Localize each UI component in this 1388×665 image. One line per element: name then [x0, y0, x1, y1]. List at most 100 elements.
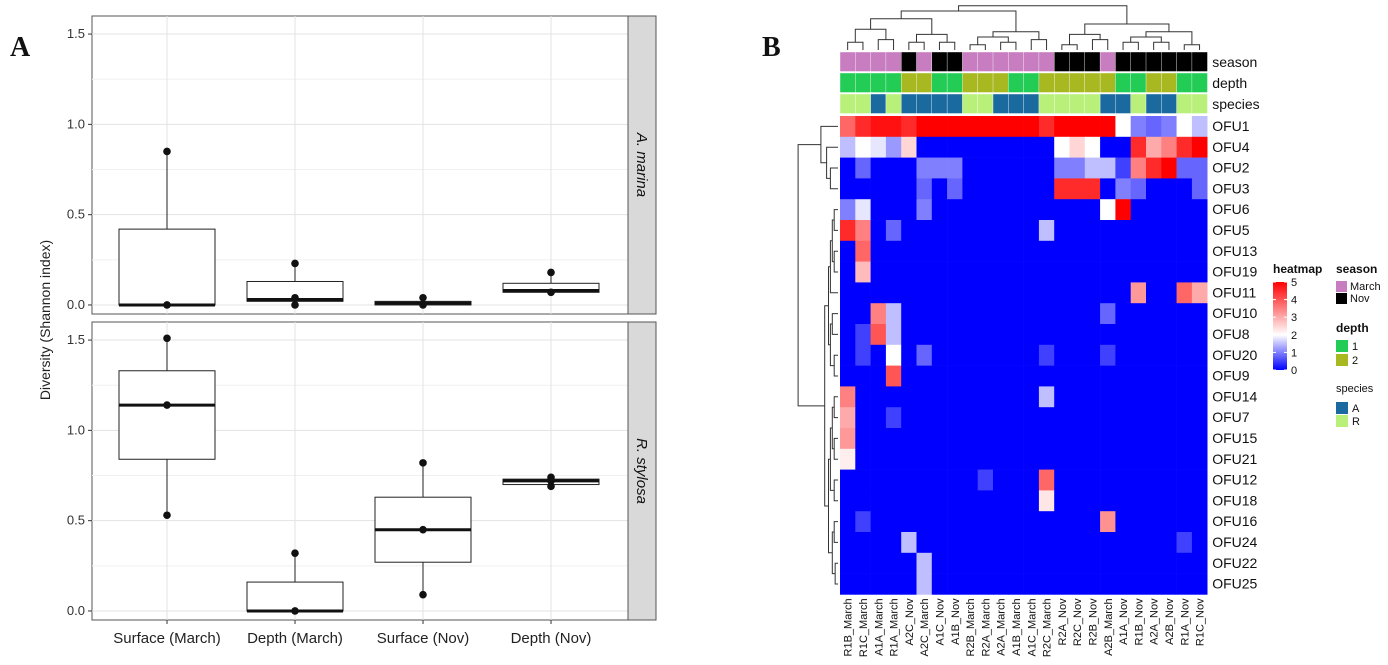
heatmap-cell: [871, 137, 887, 158]
dendrogram-branch: [835, 563, 838, 584]
heatmap-cell: [886, 553, 902, 574]
legend-swatch: [1336, 402, 1348, 414]
heatmap-cell: [962, 574, 978, 595]
dendrogram-branch: [939, 42, 954, 50]
heatmap-cell: [993, 407, 1009, 428]
annotation-cell: [1085, 52, 1101, 72]
annotation-cell: [901, 73, 917, 93]
heatmap-cell: [1192, 553, 1208, 574]
heatmap-cell: [917, 470, 933, 491]
heatmap-cell: [855, 220, 871, 241]
heatmap-cell: [1131, 490, 1147, 511]
heatmap-cell: [1131, 137, 1147, 158]
heatmap-cell: [1054, 241, 1070, 262]
heatmap-cell: [1085, 199, 1101, 220]
heatmap-cell: [1100, 116, 1116, 137]
heatmap-cell: [1115, 428, 1131, 449]
heatmap-cell: [1085, 553, 1101, 574]
heatmap-cell: [1008, 407, 1024, 428]
heatmap-cell: [1054, 490, 1070, 511]
heatmap-cell: [1161, 407, 1177, 428]
heatmap-cell: [901, 199, 917, 220]
heatmap-cell: [1192, 574, 1208, 595]
facet-frame: [92, 322, 628, 620]
row-label: OFU3: [1212, 180, 1250, 196]
heatmap-cell: [917, 511, 933, 532]
annotation-cell: [978, 73, 994, 93]
row-label: OFU19: [1212, 264, 1257, 280]
heatmap-cell: [855, 345, 871, 366]
heatmap-cell: [1008, 137, 1024, 158]
heatmap-cell: [1192, 407, 1208, 428]
heatmap-cell: [871, 220, 887, 241]
heatmap-cell: [1192, 241, 1208, 262]
heatmap-cell: [1070, 490, 1086, 511]
facet-strip-label: R. stylosa: [633, 438, 650, 504]
heatmap-cell: [1085, 345, 1101, 366]
heatmap-cell: [855, 386, 871, 407]
heatmap-cell: [1008, 282, 1024, 303]
heatmap-cell: [1192, 386, 1208, 407]
legend-depth-item: 2: [1352, 355, 1358, 367]
heatmap-cell: [947, 407, 963, 428]
heatmap-cell: [932, 449, 948, 470]
heatmap-cell: [962, 553, 978, 574]
heatmap-cell: [978, 220, 994, 241]
heatmap-cell: [871, 449, 887, 470]
heatmap-cell: [1024, 262, 1040, 283]
dendrogram-branch: [871, 19, 932, 35]
heatmap-cell: [1131, 386, 1147, 407]
heatmap-cell: [1161, 324, 1177, 345]
heatmap-cell: [1146, 199, 1162, 220]
heatmap-cell: [1131, 345, 1147, 366]
heatmap-cell: [855, 199, 871, 220]
heatmap-cell: [917, 220, 933, 241]
heatmap-cell: [1115, 574, 1131, 595]
facet-strip-label: A. marina: [633, 132, 650, 197]
heatmap-cell: [886, 178, 902, 199]
heatmap-cell: [1070, 345, 1086, 366]
heatmap-cell: [1115, 116, 1131, 137]
heatmap-cell: [978, 428, 994, 449]
heatmap-cell: [886, 407, 902, 428]
annotation-label: season: [1212, 54, 1257, 70]
heatmap-cell: [1177, 262, 1193, 283]
heatmap-cell: [917, 178, 933, 199]
heatmap-cell: [993, 324, 1009, 345]
y-tick-label: 1.0: [67, 116, 85, 131]
panel-letter-a: A: [10, 32, 31, 63]
heatmap-cell: [1131, 220, 1147, 241]
heatmap-cell: [1039, 116, 1055, 137]
heatmap-cell: [1177, 303, 1193, 324]
heatmap-cell: [962, 532, 978, 553]
heatmap-cell: [1085, 386, 1101, 407]
heatmap-cell: [993, 428, 1009, 449]
heatmap-cell: [1100, 220, 1116, 241]
heatmap-cell: [1177, 241, 1193, 262]
heatmap-cell: [1008, 199, 1024, 220]
column-label: A1C_Nov: [934, 598, 946, 646]
heatmap-cell: [1146, 116, 1162, 137]
heatmap-cell: [855, 324, 871, 345]
heatmap-cell: [840, 490, 856, 511]
heatmap-cell: [886, 116, 902, 137]
heatmap-cell: [1192, 511, 1208, 532]
data-point: [163, 401, 171, 409]
heatmap-cell: [1054, 553, 1070, 574]
heatmap-cell: [1085, 241, 1101, 262]
column-label: R1A_March: [889, 598, 901, 656]
heatmap-cell: [962, 199, 978, 220]
heatmap-cell: [1115, 532, 1131, 553]
heatmap-cell: [1100, 178, 1116, 199]
heatmap-cell: [1161, 116, 1177, 137]
heatmap-cell: [1177, 386, 1193, 407]
heatmap-cell: [855, 407, 871, 428]
annotation-cell: [886, 52, 902, 72]
heatmap-cell: [1131, 511, 1147, 532]
heatmap-cell: [1085, 407, 1101, 428]
heatmap-cell: [1131, 178, 1147, 199]
heatmap-cell: [1054, 470, 1070, 491]
heatmap-cell: [1039, 282, 1055, 303]
heatmap-cell: [1054, 407, 1070, 428]
heatmap-cell: [1177, 324, 1193, 345]
